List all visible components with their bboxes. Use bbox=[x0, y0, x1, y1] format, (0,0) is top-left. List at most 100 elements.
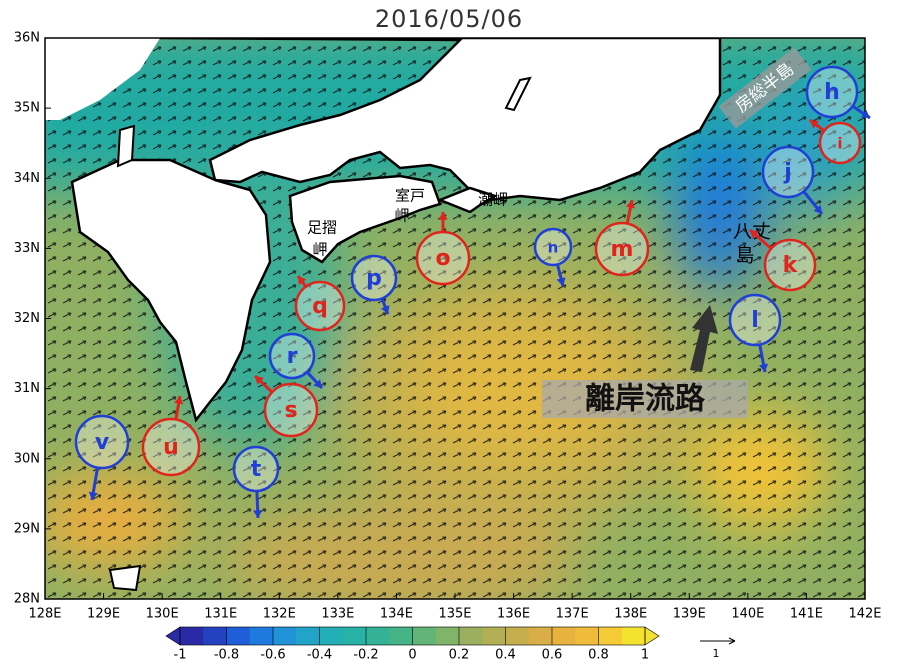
x-tick-label: 142E bbox=[848, 607, 881, 622]
marker-circle bbox=[533, 227, 573, 267]
colorbar-tick-label: -0.2 bbox=[353, 648, 378, 663]
colorbar-tick-label: 0.4 bbox=[495, 648, 516, 663]
colorbar-tick-label: 0.8 bbox=[588, 648, 609, 663]
colorbar-tick-label: 0.2 bbox=[449, 648, 470, 663]
marker-arrowhead bbox=[298, 276, 307, 285]
colorbar-tick-label: 0 bbox=[408, 648, 416, 663]
marker-circle bbox=[268, 332, 316, 380]
marker-arrowhead bbox=[313, 379, 322, 388]
marker-arrowhead bbox=[255, 376, 264, 385]
marker-circle bbox=[294, 280, 346, 332]
marker-label: o bbox=[435, 246, 450, 271]
colorbar-end bbox=[644, 626, 660, 646]
marker-label: m bbox=[611, 237, 634, 262]
x-tick-label: 129E bbox=[87, 607, 120, 622]
marker-circle bbox=[141, 417, 201, 477]
colorbar-tick-label: -0.4 bbox=[307, 648, 332, 663]
marker-label: q bbox=[312, 294, 328, 319]
colorbar-segment bbox=[366, 627, 390, 645]
colorbar-segment bbox=[342, 627, 367, 645]
colorbar-segment bbox=[435, 627, 460, 645]
marker-arrowhead bbox=[174, 396, 184, 405]
y-tick-label: 36N bbox=[14, 31, 40, 46]
x-tick-label: 128E bbox=[28, 607, 61, 622]
x-tick-label: 136E bbox=[497, 607, 530, 622]
marker-label: s bbox=[284, 398, 297, 423]
marker-label: t bbox=[251, 457, 262, 482]
colorbar-segment bbox=[226, 627, 251, 645]
colorbar-tick-label: -0.6 bbox=[260, 648, 285, 663]
marker-circle bbox=[728, 293, 782, 347]
marker-arrowhead bbox=[380, 305, 390, 314]
marker-circle bbox=[761, 145, 815, 199]
colorbar-segment bbox=[389, 627, 413, 645]
x-tick-label: 138E bbox=[614, 607, 647, 622]
colorbar-segment bbox=[459, 627, 483, 645]
colorbar-segment bbox=[505, 627, 530, 645]
colorbar-segment bbox=[621, 627, 646, 645]
colorbar-tick-label: 1 bbox=[641, 648, 649, 663]
colorbar-segment bbox=[249, 627, 274, 645]
x-tick-label: 137E bbox=[556, 607, 589, 622]
place-label: 潮岬 bbox=[478, 191, 508, 209]
marker-circle bbox=[415, 230, 471, 286]
vector-reference-label: 1 bbox=[713, 647, 720, 660]
colorbar-tick-label: -1 bbox=[174, 648, 187, 663]
x-tick-label: 135E bbox=[438, 607, 471, 622]
colorbar-tick-label: -0.8 bbox=[214, 648, 239, 663]
x-tick-label: 139E bbox=[673, 607, 706, 622]
marker-circle bbox=[74, 414, 130, 470]
place-label: 島 bbox=[735, 245, 754, 267]
colorbar-segment bbox=[575, 627, 599, 645]
marker-arrowhead bbox=[556, 277, 566, 286]
y-tick-label: 30N bbox=[14, 451, 40, 466]
marker-arrowhead bbox=[813, 205, 822, 214]
marker-label: n bbox=[548, 239, 559, 257]
marker-label: i bbox=[837, 135, 842, 153]
place-label: 室戸 bbox=[395, 187, 425, 205]
colorbar-segment bbox=[296, 627, 320, 645]
colorbar: -1 -0.8 -0.6 -0.4 -0.2 0 0.2 0.4 0.6 0.8 1 bbox=[165, 626, 660, 663]
colorbar-segment bbox=[273, 627, 297, 645]
colorbar-segment bbox=[319, 627, 344, 645]
y-tick-label: 33N bbox=[14, 241, 40, 256]
marker-arrowhead bbox=[758, 363, 769, 372]
y-tick-label: 32N bbox=[14, 311, 40, 326]
marker-label: k bbox=[783, 253, 799, 278]
marker-circle bbox=[232, 445, 280, 493]
x-tick-label: 131E bbox=[204, 607, 237, 622]
markers: h i j k l m n o p qr s t u v bbox=[74, 65, 871, 519]
marker-circle bbox=[594, 221, 650, 277]
title: 2016/05/06 bbox=[375, 5, 523, 33]
marker-arrowhead bbox=[625, 200, 636, 209]
x-tick-label: 134E bbox=[380, 607, 413, 622]
marker-arrowhead bbox=[861, 109, 870, 118]
marker-circle bbox=[763, 238, 817, 292]
colorbar-segment bbox=[528, 627, 553, 645]
x-tick-label: 132E bbox=[263, 607, 296, 622]
colorbar-end bbox=[165, 626, 181, 646]
place-label: 岬 bbox=[394, 207, 409, 225]
marker-circle bbox=[350, 254, 398, 302]
colorbar-tick-label: 0.6 bbox=[542, 648, 563, 663]
place-label: 岬 bbox=[312, 241, 327, 259]
marker-circle bbox=[818, 121, 862, 165]
marker-arrowhead bbox=[253, 510, 263, 518]
y-tick-label: 31N bbox=[14, 381, 40, 396]
marker-label: u bbox=[163, 435, 179, 460]
x-tick-label: 140E bbox=[731, 607, 764, 622]
marker-circle bbox=[263, 382, 319, 438]
marker-label: j bbox=[783, 160, 792, 185]
place-label: 離岸流路 bbox=[585, 382, 706, 417]
y-tick-label: 28N bbox=[14, 592, 40, 607]
colorbar-segment bbox=[598, 627, 623, 645]
colorbar-segment bbox=[203, 627, 227, 645]
marker-arrowhead bbox=[438, 212, 448, 220]
marker-label: r bbox=[287, 344, 298, 369]
marker-label: p bbox=[366, 266, 382, 291]
colorbar-segment bbox=[482, 627, 506, 645]
marker-arrowhead bbox=[88, 491, 98, 500]
marker-label: l bbox=[751, 308, 759, 333]
y-tick-label: 35N bbox=[14, 101, 40, 116]
